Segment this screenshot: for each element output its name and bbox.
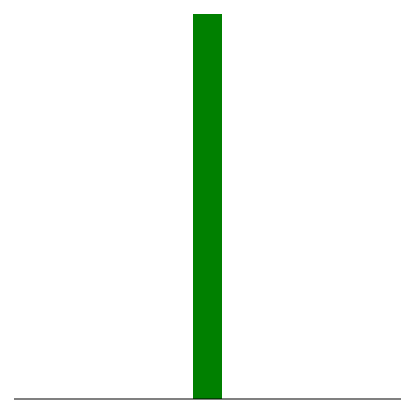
bar-0 [193,14,222,399]
bars-group [193,14,222,399]
